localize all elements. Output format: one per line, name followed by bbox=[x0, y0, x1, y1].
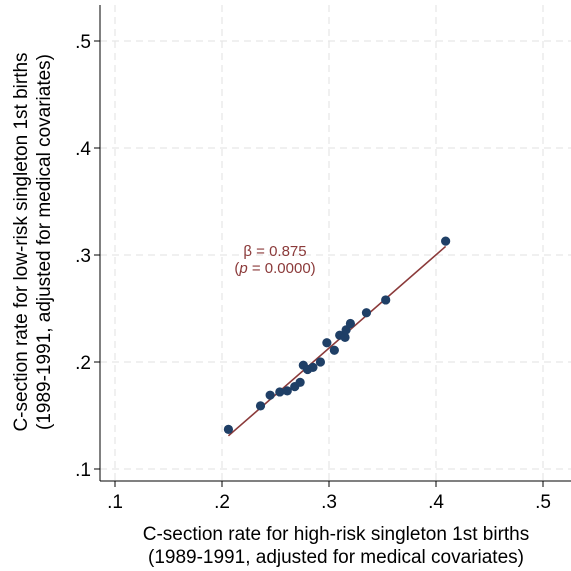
data-point bbox=[381, 295, 391, 305]
x-axis-title-line2: (1989-1991, adjusted for medical covaria… bbox=[148, 547, 524, 568]
p-rest: = 0.0000) bbox=[248, 260, 316, 277]
p-symbol: p bbox=[238, 260, 247, 277]
data-point bbox=[315, 357, 326, 367]
y-axis-title-line1: C-section rate for low-risk singleton 1s… bbox=[11, 52, 32, 431]
y-axis-title-line2: (1989-1991, adjusted for medical covaria… bbox=[34, 54, 55, 430]
data-point bbox=[340, 332, 350, 342]
data-point bbox=[282, 386, 292, 396]
ticks bbox=[94, 40, 544, 487]
y-tick-label: .5 bbox=[75, 32, 91, 53]
data-point bbox=[265, 390, 275, 400]
data-point bbox=[361, 308, 372, 318]
data-point bbox=[223, 424, 234, 435]
y-tick-label: .4 bbox=[75, 139, 91, 160]
y-tick-label: .3 bbox=[75, 246, 91, 267]
data-point bbox=[441, 236, 451, 246]
data-point bbox=[275, 387, 285, 397]
data-point bbox=[295, 377, 305, 387]
grid bbox=[100, 5, 571, 481]
data-point bbox=[345, 318, 355, 329]
x-tick-label: .3 bbox=[321, 492, 337, 513]
data-point bbox=[329, 345, 339, 355]
x-tick-label: .1 bbox=[107, 492, 123, 513]
x-tick-labels: .1 .2 .3 .4 .5 bbox=[107, 492, 551, 513]
x-tick-label: .4 bbox=[428, 492, 444, 513]
data-points bbox=[223, 236, 451, 435]
data-point bbox=[308, 362, 318, 372]
x-tick-label: .5 bbox=[535, 492, 551, 513]
data-point bbox=[322, 338, 332, 348]
y-tick-label: .1 bbox=[75, 460, 91, 481]
p-open-paren: ( bbox=[234, 260, 239, 277]
beta-annotation: β = 0.875 bbox=[243, 243, 306, 260]
p-value-annotation: (p = 0.0000) bbox=[234, 260, 315, 277]
x-tick-label: .2 bbox=[214, 492, 230, 513]
y-tick-label: .2 bbox=[75, 353, 91, 374]
y-tick-labels: .1 .2 .3 .4 .5 bbox=[75, 32, 91, 481]
data-point bbox=[255, 401, 266, 411]
x-axis-title-line1: C-section rate for high-risk singleton 1… bbox=[143, 524, 530, 545]
